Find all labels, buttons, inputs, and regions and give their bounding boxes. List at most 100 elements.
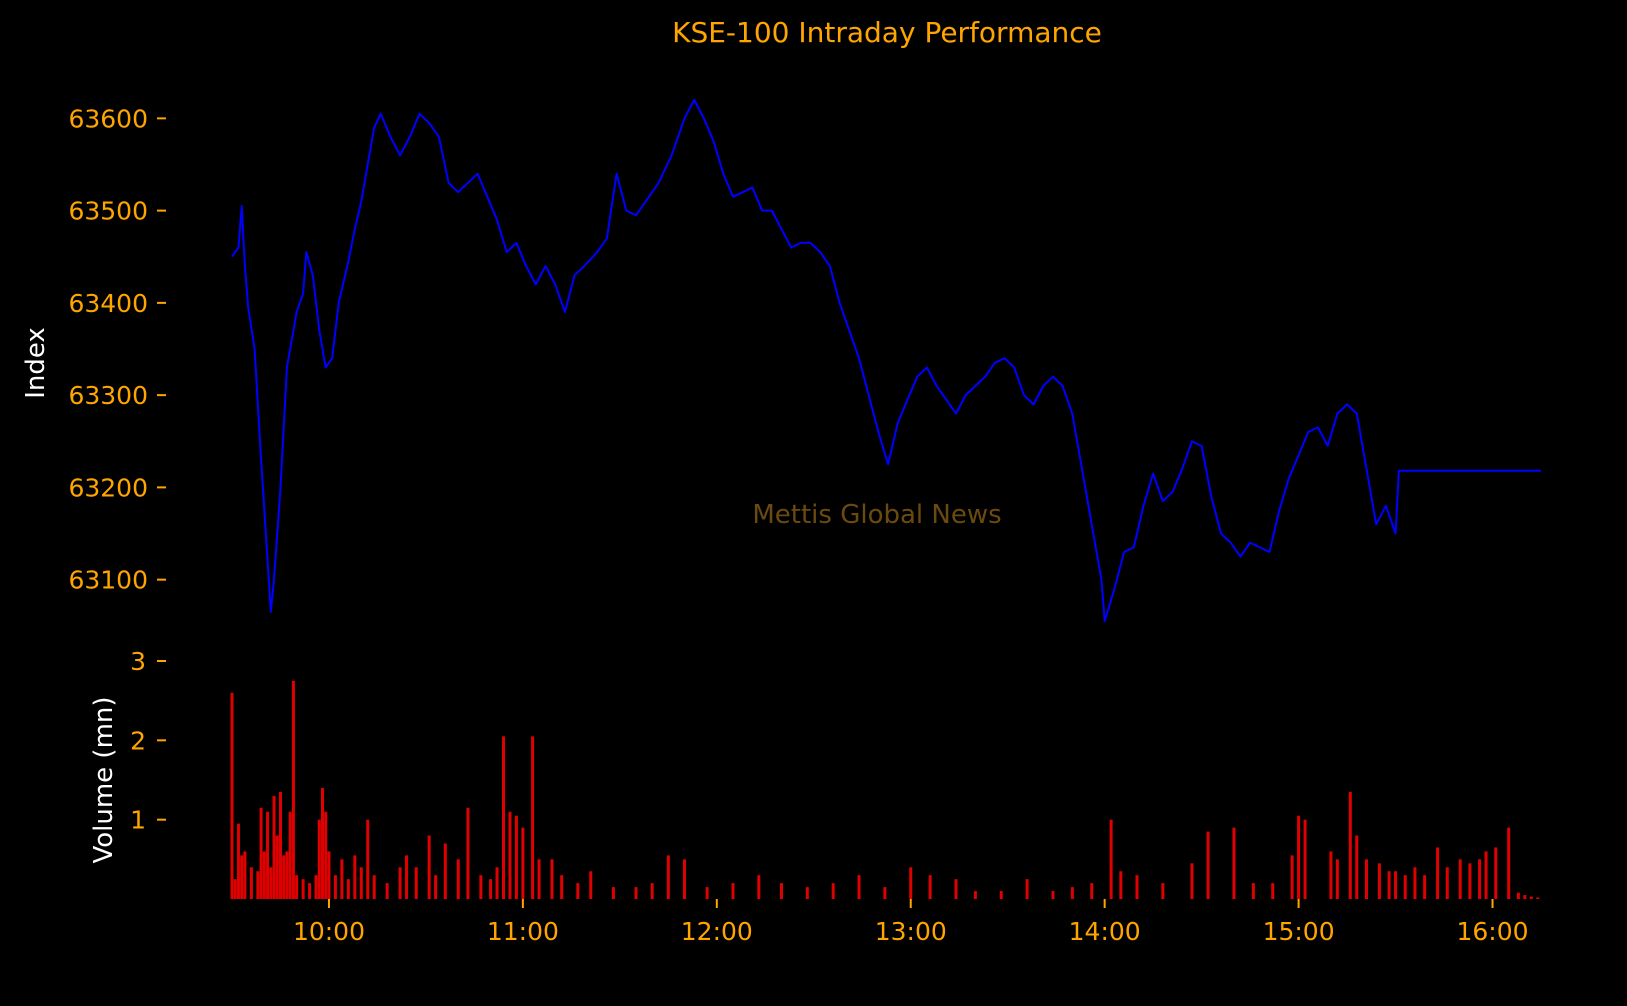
x-tick-label: 11:00 [487, 917, 559, 946]
volume-bar [1413, 867, 1417, 899]
volume-bar [576, 883, 580, 899]
volume-bar [346, 879, 350, 899]
chart-title: KSE-100 Intraday Performance [672, 16, 1102, 49]
volume-tick-label: 2 [130, 726, 146, 755]
volume-bar [1251, 883, 1255, 899]
volume-bar [366, 819, 370, 899]
index-tick-label: 63400 [68, 289, 148, 318]
volume-bar [757, 875, 761, 899]
volume-bar [479, 875, 483, 899]
index-y-ticks: 63100 63200 63300 63400 63500 63600 [68, 104, 166, 595]
volume-bar [301, 879, 305, 899]
volume-bar [1303, 819, 1307, 899]
volume-bar [372, 875, 376, 899]
volume-bar [550, 859, 554, 899]
volume-bar [240, 855, 244, 899]
volume-bar [1025, 879, 1029, 899]
volume-bar [731, 883, 735, 899]
volume-tick-label: 1 [130, 806, 146, 835]
index-tick-label: 63600 [68, 104, 148, 133]
volume-bar [1348, 791, 1352, 899]
volume-bar [291, 680, 295, 899]
watermark-text: Mettis Global News [752, 500, 1001, 530]
volume-bar [278, 791, 282, 899]
volume-bar [230, 692, 234, 899]
volume-bar [1329, 851, 1333, 899]
volume-bar [327, 851, 331, 899]
volume-bar [1523, 895, 1527, 899]
x-tick-label: 14:00 [1069, 917, 1141, 946]
volume-bar [1387, 871, 1391, 899]
volume-bar [883, 887, 887, 899]
volume-bar [1290, 855, 1294, 899]
volume-bar [1536, 897, 1540, 899]
volume-tick-label: 3 [130, 647, 146, 676]
volume-bar [831, 883, 835, 899]
volume-bar [1507, 827, 1511, 899]
volume-bar [1423, 875, 1427, 899]
volume-bar [589, 871, 593, 899]
volume-bar [295, 875, 299, 899]
volume-bar [256, 871, 260, 899]
volume-bar [405, 855, 409, 899]
index-tick-label: 63200 [68, 473, 148, 502]
volume-bar [359, 867, 363, 899]
volume-bar [514, 815, 518, 899]
volume-bar [954, 879, 958, 899]
volume-bar [249, 867, 253, 899]
volume-bar [259, 807, 263, 899]
volume-bar [1468, 863, 1472, 899]
volume-bar [779, 883, 783, 899]
volume-bar [537, 859, 541, 899]
volume-bar [275, 835, 279, 899]
x-tick-label: 13:00 [875, 917, 947, 946]
index-line-series [231, 98, 1541, 623]
volume-axis-label: Volume (mn) [89, 696, 119, 863]
volume-bar [269, 867, 273, 899]
volume-y-ticks: 1 2 3 [130, 647, 166, 835]
volume-bar [928, 875, 932, 899]
volume-bar [1355, 835, 1359, 899]
volume-bar [353, 855, 357, 899]
volume-bar [1335, 859, 1339, 899]
volume-bar [1403, 875, 1407, 899]
index-tick-label: 63100 [68, 566, 148, 595]
volume-bar [1529, 896, 1533, 899]
volume-bar [443, 843, 447, 899]
volume-bar [333, 875, 337, 899]
volume-bar [398, 867, 402, 899]
volume-bar [320, 787, 324, 899]
volume-bar [427, 835, 431, 899]
volume-bar [385, 883, 389, 899]
volume-bar [434, 875, 438, 899]
volume-bar [1090, 883, 1094, 899]
volume-bar [521, 827, 525, 899]
volume-bar [508, 811, 512, 899]
volume-bar [1206, 831, 1210, 899]
volume-bar [1297, 815, 1301, 899]
x-tick-label: 12:00 [681, 917, 753, 946]
volume-bar [1271, 883, 1275, 899]
volume-bar [531, 736, 535, 899]
volume-bar [314, 875, 318, 899]
volume-bar [560, 875, 564, 899]
x-axis-ticks: 10:00 11:00 12:00 13:00 14:00 15:00 16:00 [293, 899, 1529, 946]
volume-bar [611, 887, 615, 899]
volume-bar [634, 887, 638, 899]
volume-bar [1232, 827, 1236, 899]
index-tick-label: 63300 [68, 381, 148, 410]
volume-bar [1051, 891, 1055, 899]
index-axis-label: Index [21, 327, 51, 399]
volume-bars [230, 680, 1540, 899]
volume-bar [282, 855, 286, 899]
volume-bar [650, 883, 654, 899]
volume-bar [501, 736, 505, 899]
volume-bar [1478, 859, 1482, 899]
volume-bar [1484, 851, 1488, 899]
volume-bar [1109, 819, 1113, 899]
volume-bar [666, 855, 670, 899]
volume-bar [805, 887, 809, 899]
volume-bar [1135, 875, 1139, 899]
x-tick-label: 10:00 [293, 917, 365, 946]
